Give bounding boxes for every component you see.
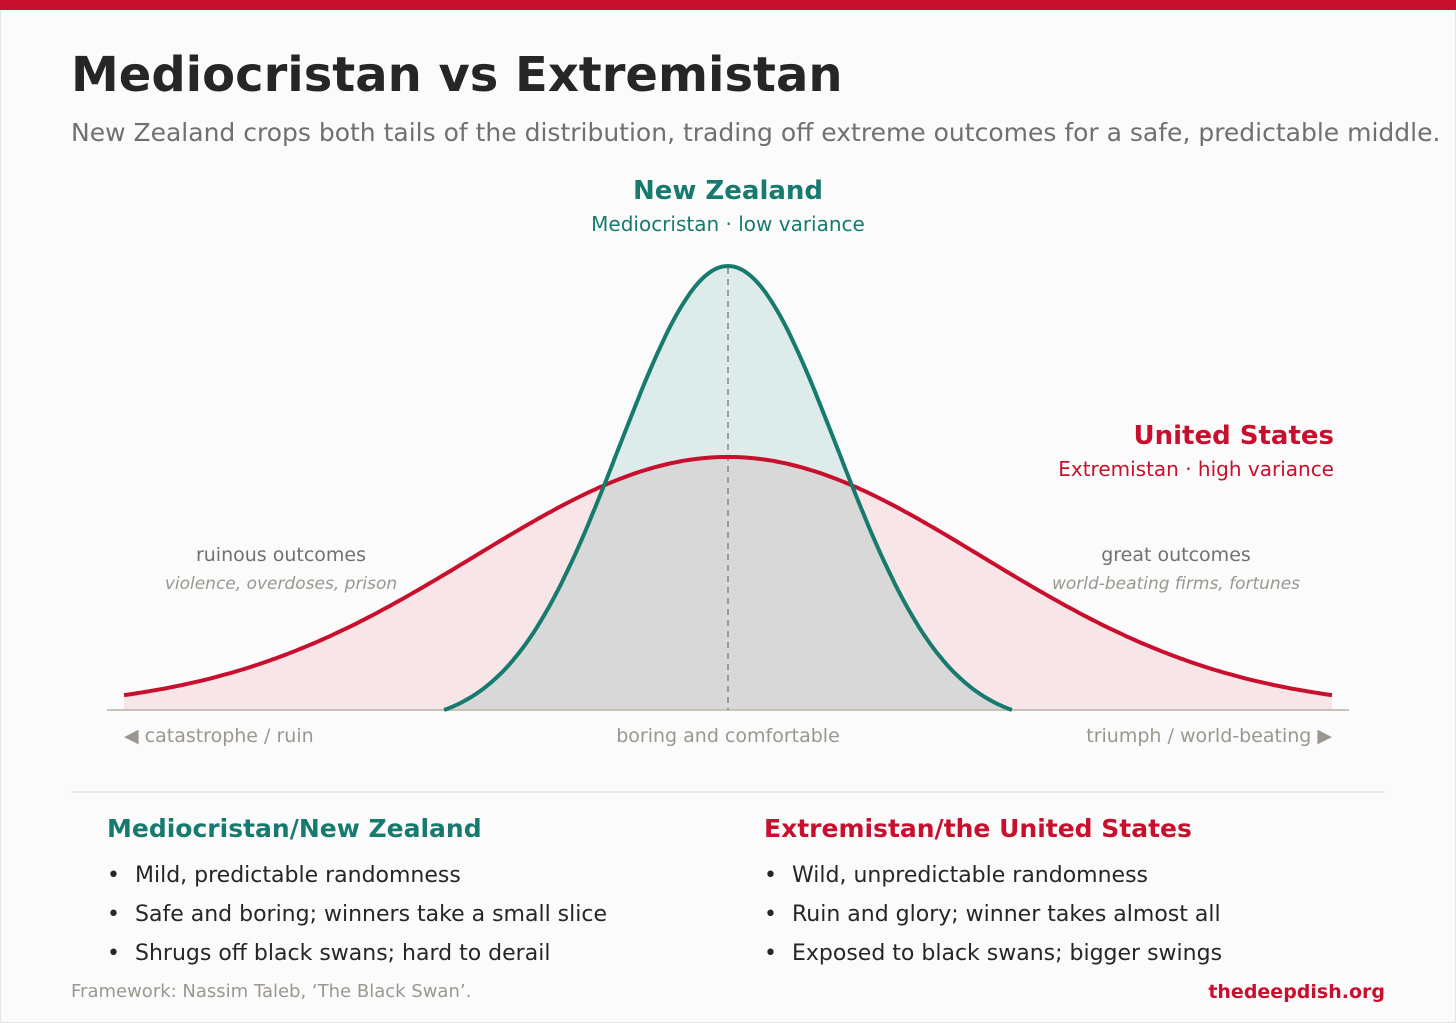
bullet-icon: • <box>107 902 120 927</box>
nz-series-label: New Zealand <box>633 176 823 206</box>
list-item: • Ruin and glory; winner takes almost all <box>764 895 1222 934</box>
list-item-text: Exposed to black swans; bigger swings <box>792 941 1223 966</box>
left-tail-detail: violence, overdoses, prison <box>165 574 397 594</box>
bullet-icon: • <box>764 902 777 927</box>
list-item-text: Ruin and glory; winner takes almost all <box>792 902 1221 927</box>
bullet-icon: • <box>764 863 777 888</box>
nz-distribution-curve <box>443 263 1013 712</box>
list-item: • Exposed to black swans; bigger swings <box>764 934 1222 973</box>
list-item-text: Mild, predictable randomness <box>135 863 461 888</box>
top-accent-bar <box>0 0 1456 10</box>
section-divider <box>71 791 1385 793</box>
nz-bullet-list: • Mild, predictable randomness • Safe and … <box>107 856 607 973</box>
list-item-text: Safe and boring; winners take a small sl… <box>135 902 608 927</box>
us-series-sublabel: Extremistan · high variance <box>1058 457 1334 481</box>
bullet-icon: • <box>764 941 777 966</box>
overlap-area <box>444 456 1012 710</box>
left-tail-label: ruinous outcomes <box>196 544 366 566</box>
bullet-icon: • <box>107 863 120 888</box>
us-distribution-curve <box>123 454 1333 698</box>
distribution-chart: New Zealand Mediocristan · low variance … <box>107 176 1349 747</box>
axis-label-right: triumph / world-beating ▶ <box>1086 725 1332 747</box>
nz-series-sublabel: Mediocristan · low variance <box>591 212 865 236</box>
list-item: • Mild, predictable randomness <box>107 856 607 895</box>
page-subtitle: New Zealand crops both tails of the dist… <box>71 118 1441 147</box>
list-item-text: Shrugs off black swans; hard to derail <box>135 941 551 966</box>
bullet-icon: • <box>107 941 120 966</box>
us-bullet-list: • Wild, unpredictable randomness • Ruin an… <box>764 856 1222 973</box>
nz-summary-column: Mediocristan/New Zealand • Mild, predicta… <box>107 812 607 973</box>
right-tail-label: great outcomes <box>1101 544 1251 566</box>
list-item: • Shrugs off black swans; hard to derail <box>107 934 607 973</box>
list-item: • Wild, unpredictable randomness <box>764 856 1222 895</box>
source-credit: Framework: Nassim Taleb, ‘The Black Swan… <box>71 981 472 1002</box>
us-series-label: United States <box>1134 421 1335 451</box>
list-item: • Safe and boring; winners take a small s… <box>107 895 607 934</box>
axis-label-center: boring and comfortable <box>616 725 840 747</box>
us-column-title: Extremistan/the United States <box>764 814 1192 843</box>
axis-label-left: ◀ catastrophe / ruin <box>124 725 314 747</box>
us-summary-column: Extremistan/the United States • Wild, unp… <box>764 812 1222 973</box>
nz-column-title: Mediocristan/New Zealand <box>107 814 482 843</box>
list-item-text: Wild, unpredictable randomness <box>792 863 1149 888</box>
page-title: Mediocristan vs Extremistan <box>71 47 843 103</box>
site-link[interactable]: thedeepdish.org <box>1208 981 1385 1003</box>
right-tail-detail: world-beating firms, fortunes <box>1052 574 1300 594</box>
